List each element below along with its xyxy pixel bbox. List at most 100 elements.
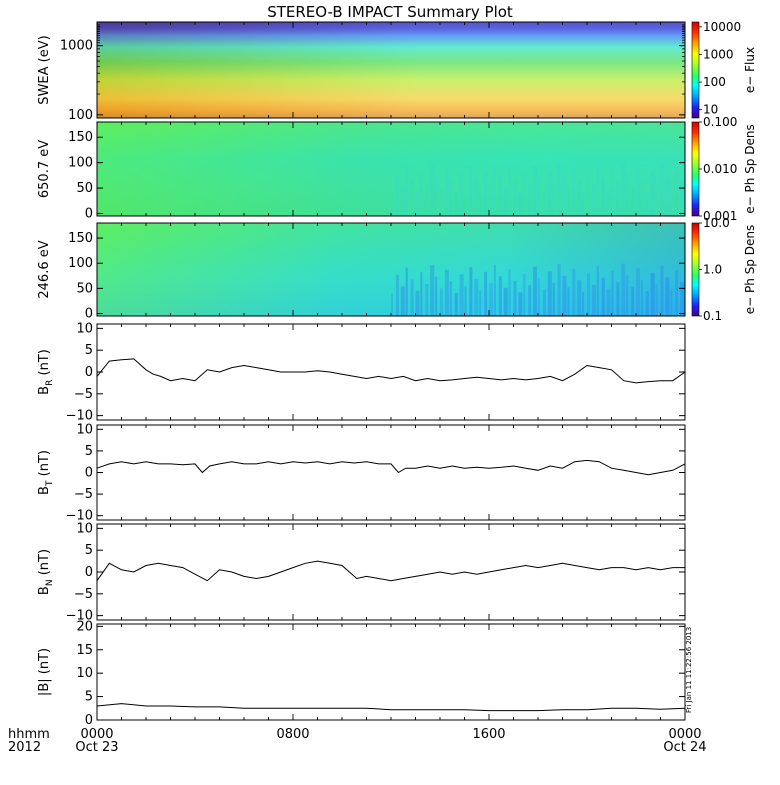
y-tick-label: 15 [76,643,93,658]
y-tick-label: 5 [85,690,93,705]
heatmap-streak [655,284,658,316]
y-tick-label: 10 [76,321,93,336]
heatmap-streak [410,279,414,316]
heatmap-streak [572,268,576,316]
heatmap-streak [621,263,626,316]
series-line [96,703,686,712]
heatmap-streak [400,186,405,216]
y-label-symbol: B [37,486,52,495]
y-tick-label: 0 [85,713,93,728]
panel-0: 10000 1000 100 10 e− Flux 100 1000 SWEA (eV) [37,20,757,123]
generation-stamp: Fri Jan 11 11:22:56 2013 [685,627,693,713]
heatmap-streak [542,189,546,216]
y-label-unit: (nT) [37,549,52,579]
y-tick-label: 1000 [60,39,93,54]
heatmap-streak [479,290,482,316]
heatmap-streak [464,285,467,316]
heatmap-streak [636,167,640,216]
time-axis-row2-label: 2012 [8,740,41,755]
heatmap-streak [391,193,393,216]
heatmap-streak [572,168,576,216]
series-line [96,358,686,384]
time-tick-label: 0000 [80,727,113,742]
heatmap-streak [508,168,511,216]
time-tick-label: 0000 [668,727,701,742]
colorbar-tick-label: 10.0 [703,216,730,230]
heatmap-streak [562,175,567,216]
heatmap-streak [680,181,685,216]
heatmap-streak [631,286,635,316]
heatmap-streak [547,170,552,216]
heatmap-streak [655,183,658,216]
heatmap-streak [538,177,540,216]
heatmap-streak [518,192,523,216]
plot-title: STEREO-B IMPACT Summary Plot [267,3,513,21]
heatmap-streak [650,172,655,216]
panel-y-label: BR (nT) [37,349,55,395]
heatmap-streak [444,169,449,216]
colorbar-tick-label: 0.001 [703,209,737,223]
panel-5: −10 −5 0 5 10 BN (nT) [37,521,686,624]
y-tick-label: 0 [85,206,93,221]
y-tick-label: 150 [68,130,93,145]
y-label-subscript: T [45,480,55,487]
heatmap-streak [611,270,614,316]
heatmap-streak [665,277,670,316]
time-tick-label: 1600 [472,727,505,742]
colorbar-tick-label: 100 [703,75,726,89]
heatmap-streak [640,279,643,316]
heatmap-streak [552,182,555,216]
heatmap-streak [640,179,643,216]
heatmap-streak [626,174,629,216]
colorbar-tick-label: 1000 [703,47,734,61]
heatmap-streak [503,287,508,316]
panel-y-label: BT (nT) [37,450,55,495]
heatmap-streak [484,271,488,316]
y-tick-label: 10 [76,422,93,437]
colorbar-tick-label: 0.010 [703,162,737,176]
heatmap-streak [645,191,649,216]
heatmap-streak [645,291,649,316]
heatmap-streak [621,163,626,216]
heatmap-streak [474,278,479,316]
heatmap-streak [591,284,596,316]
y-label-unit: (nT) [37,349,52,379]
heatmap-streak [498,175,502,216]
heatmap-streak [464,185,467,216]
colorbar-tick-label: 0.100 [703,115,737,129]
y-tick-label: −10 [66,409,93,424]
heatmap-streak [596,165,599,216]
colorbar-label: e− Flux [743,47,757,93]
heatmap-streak [533,166,538,216]
heatmap-streak [547,271,552,316]
heatmap-streak [469,267,473,316]
colorbar [691,21,700,119]
heatmap-streak [395,274,399,316]
heatmap-streak [557,163,561,216]
heatmap-streak [513,280,517,316]
heatmap-streak [577,280,582,316]
y-tick-label: 0 [85,306,93,321]
heatmap-streak [493,264,496,316]
y-tick-label: 20 [76,619,93,634]
heatmap-streak [508,269,511,316]
heatmap-streak [435,276,438,316]
heatmap-streak [626,275,629,316]
heatmap-streak [528,285,532,316]
heatmap-trend [97,223,685,316]
y-tick-label: 10 [76,521,93,536]
heatmap-streak [601,277,605,316]
heatmap-streak [479,190,482,216]
y-tick-label: −5 [74,387,93,402]
series-line [96,459,686,476]
panel-frame [96,523,686,621]
colorbar-tick-label: 0.1 [703,309,722,323]
heatmap-streak [636,268,640,316]
heatmap-streak [523,273,526,316]
heatmap-trend [97,122,685,216]
heatmap-streak [567,187,570,216]
heatmap-streak [518,292,523,316]
heatmap-streak [616,282,620,316]
